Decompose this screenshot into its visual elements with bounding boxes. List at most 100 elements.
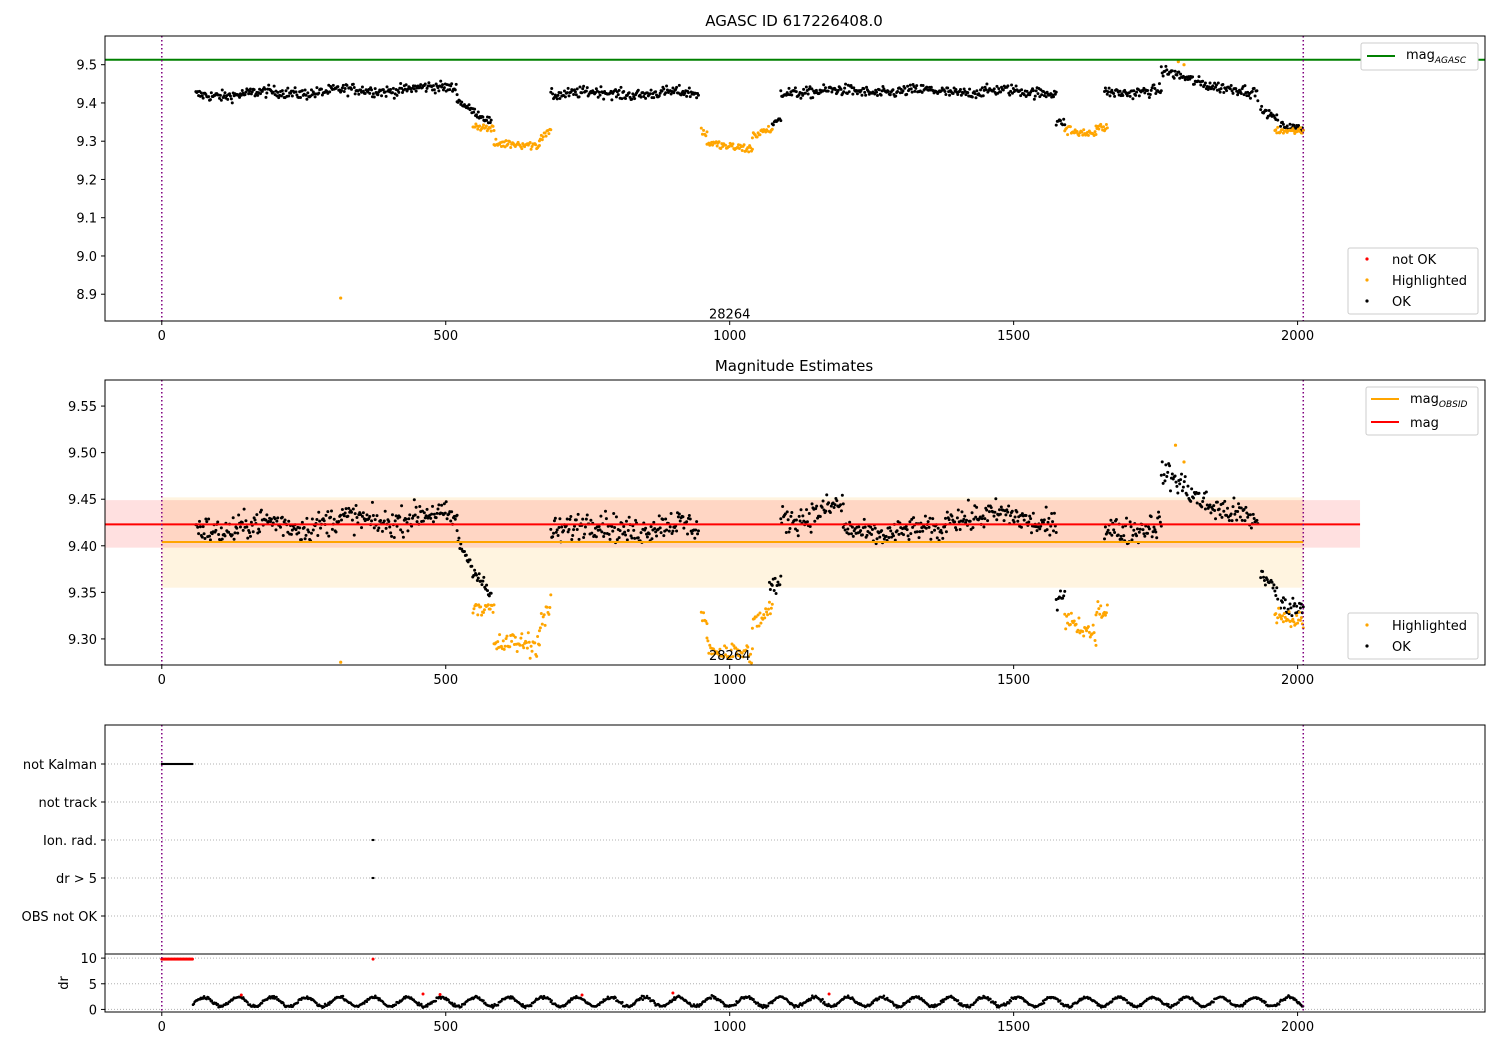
data-point (536, 635, 540, 639)
dr-point (793, 1006, 796, 1009)
data-point (917, 536, 921, 540)
dr-point (692, 1003, 696, 1006)
data-point (750, 647, 754, 651)
data-point (223, 534, 227, 538)
data-point (583, 525, 587, 529)
dr-point (328, 1003, 331, 1006)
data-point (1222, 90, 1226, 94)
data-point (851, 534, 855, 538)
data-point (1199, 83, 1203, 87)
data-point (379, 519, 383, 523)
data-point (544, 134, 548, 138)
data-point (479, 605, 483, 609)
data-point (891, 88, 895, 92)
data-point (313, 95, 317, 99)
dr-point (453, 1002, 456, 1006)
dr-point (496, 1003, 500, 1007)
data-point (603, 509, 607, 513)
data-point (400, 91, 404, 95)
dr-point (703, 1000, 707, 1003)
dr-not-ok-point (421, 992, 425, 996)
data-point (1213, 508, 1217, 512)
data-point (541, 135, 545, 139)
data-point (807, 87, 811, 91)
data-point (319, 87, 323, 91)
dr-point (425, 1005, 429, 1008)
data-point (581, 87, 585, 91)
data-point (230, 533, 234, 537)
data-point (1157, 82, 1161, 86)
data-point (1066, 621, 1070, 625)
flag-point (372, 876, 375, 880)
data-point (535, 654, 539, 658)
data-point (1271, 586, 1275, 590)
data-point (529, 147, 533, 151)
data-point (1256, 99, 1260, 103)
dr-not-ok-point (190, 957, 194, 961)
data-point (332, 517, 336, 521)
data-point (584, 89, 588, 93)
data-point (585, 513, 589, 517)
data-point (649, 88, 653, 92)
data-point (950, 514, 954, 518)
data-point (246, 536, 250, 540)
data-point (667, 529, 671, 533)
data-point (518, 643, 522, 647)
data-point (690, 531, 694, 535)
data-point (648, 92, 652, 96)
data-point (660, 89, 664, 93)
dr-point (205, 997, 208, 1001)
data-point (244, 90, 248, 94)
data-point (287, 519, 291, 523)
data-point (1242, 508, 1246, 512)
data-point (905, 528, 909, 532)
data-point (1028, 93, 1032, 97)
data-point (315, 86, 319, 90)
data-point (1147, 96, 1151, 100)
data-point (340, 89, 343, 93)
data-point (487, 115, 491, 119)
data-point (279, 525, 283, 529)
data-point (985, 508, 989, 512)
data-point (1197, 75, 1201, 79)
data-point (1128, 94, 1132, 98)
data-point (611, 529, 615, 533)
data-point (677, 83, 681, 87)
data-point (440, 503, 444, 507)
data-point (992, 87, 996, 91)
data-point (404, 83, 408, 87)
data-point (542, 613, 546, 617)
data-point (284, 89, 288, 93)
data-point (271, 90, 275, 94)
data-point (384, 526, 388, 530)
data-point (633, 97, 637, 101)
data-point (1168, 489, 1172, 493)
data-point (624, 533, 628, 537)
data-point (1061, 123, 1065, 127)
data-point (1068, 125, 1072, 129)
data-point (616, 93, 620, 97)
data-point (669, 92, 673, 96)
data-point (762, 613, 766, 617)
flag-row-label: Ion. rad. (43, 834, 97, 849)
data-point (421, 519, 425, 523)
data-point (344, 507, 348, 511)
dr-point (208, 997, 212, 1001)
dr-point (1042, 1001, 1046, 1005)
dr-point (891, 1002, 895, 1005)
data-point (582, 536, 586, 539)
data-point (1250, 90, 1254, 94)
data-point (508, 140, 512, 144)
data-point (704, 134, 708, 138)
data-point (705, 130, 709, 134)
data-point (1063, 123, 1067, 127)
data-point (1148, 93, 1152, 96)
data-point (722, 655, 726, 659)
data-point (930, 530, 934, 534)
data-point (339, 660, 343, 664)
data-point (382, 519, 386, 523)
data-point (754, 615, 758, 619)
data-point (1176, 60, 1180, 64)
data-point (492, 129, 496, 133)
data-point (1091, 623, 1095, 627)
